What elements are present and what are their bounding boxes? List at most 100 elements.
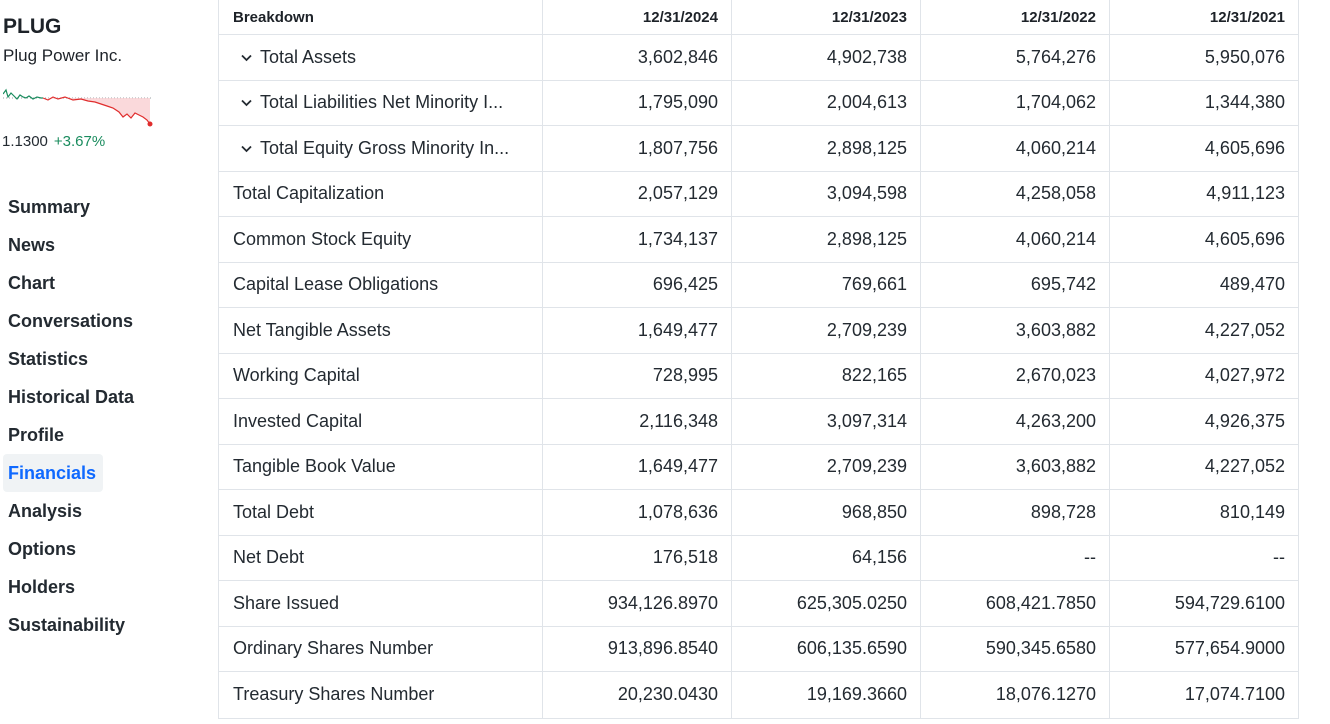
row-label: Capital Lease Obligations xyxy=(233,274,439,295)
value-cell: -- xyxy=(921,535,1110,580)
quote-row: 1.1300 +3.67% xyxy=(2,133,123,150)
row-label-cell[interactable]: Total Assets xyxy=(219,35,543,80)
nav-item-chart[interactable]: Chart xyxy=(8,272,56,293)
row-label: Total Liabilities Net Minority I... xyxy=(260,92,504,113)
nav-item-holders[interactable]: Holders xyxy=(8,576,76,597)
value-cell: 4,605,696 xyxy=(1204,137,1285,158)
row-label-cell: Tangible Book Value xyxy=(219,444,543,489)
nav-item-analysis[interactable]: Analysis xyxy=(8,500,83,521)
row-label: Total Equity Gross Minority In... xyxy=(260,137,510,158)
row-label-cell: Invested Capital xyxy=(219,399,543,444)
nav-item-news[interactable]: News xyxy=(8,234,56,255)
value-cell: 913,896.8540 xyxy=(543,626,732,671)
column-header-breakdown: Breakdown xyxy=(219,0,543,34)
value-cell: 898,728 xyxy=(921,490,1110,535)
row-label-cell: Share Issued xyxy=(219,581,543,626)
value-cell: 3,603,882 xyxy=(921,444,1110,489)
sparkline-gain-line xyxy=(3,88,43,100)
value-cell: 4,027,972 xyxy=(1204,365,1285,386)
column-header-date[interactable]: 12/31/2024 xyxy=(543,0,732,34)
nav-item-options[interactable]: Options xyxy=(8,538,76,559)
row-label-cell[interactable]: Total Equity Gross Minority In... xyxy=(219,126,543,171)
column-header-date[interactable]: 12/31/2023 xyxy=(732,0,921,34)
table-row: Tangible Book Value 1,649,477 2,709,239 3,6… xyxy=(219,444,1298,490)
value-cell: 810,149 xyxy=(1219,501,1285,522)
table-row[interactable]: Total Liabilities Net Minority I... 1,795… xyxy=(219,80,1298,126)
row-label: Working Capital xyxy=(233,365,360,386)
value-cell: 1,078,636 xyxy=(543,490,732,535)
value-cell: 1,649,477 xyxy=(543,444,732,489)
row-label: Total Assets xyxy=(260,46,357,67)
value-cell: 3,603,882 xyxy=(921,308,1110,353)
value-cell: 4,605,696 xyxy=(1204,228,1285,249)
row-label-cell: Total Debt xyxy=(219,490,543,535)
row-label-cell: Net Debt xyxy=(219,535,543,580)
nav-item-profile[interactable]: Profile xyxy=(8,424,65,445)
value-cell: 608,421.7850 xyxy=(921,581,1110,626)
value-cell: 2,898,125 xyxy=(732,217,921,262)
table-row: Net Tangible Assets 1,649,477 2,709,239 3,6… xyxy=(219,308,1298,354)
value-cell: 5,950,076 xyxy=(1204,46,1285,67)
nav-item-statistics[interactable]: Statistics xyxy=(8,348,89,369)
row-label: Share Issued xyxy=(233,592,340,613)
nav-item-sustainability[interactable]: Sustainability xyxy=(8,614,126,635)
price-sparkline[interactable] xyxy=(3,84,153,130)
moon-icon xyxy=(111,133,123,150)
balance-sheet-table: Breakdown 12/31/2024 12/31/2023 12/31/2022 1… xyxy=(218,0,1299,719)
value-cell: 4,227,052 xyxy=(1204,319,1285,340)
value-cell: 1,344,380 xyxy=(1204,92,1285,113)
table-row: Working Capital 728,995 822,165 2,670,023 4,… xyxy=(219,353,1298,399)
value-cell: 3,602,846 xyxy=(543,35,732,80)
row-label-cell: Common Stock Equity xyxy=(219,217,543,262)
table-row: Common Stock Equity 1,734,137 2,898,125 4,0… xyxy=(219,217,1298,263)
value-cell: 2,670,023 xyxy=(921,353,1110,398)
value-cell: 577,654.9000 xyxy=(1174,638,1285,659)
value-cell: 3,097,314 xyxy=(732,399,921,444)
column-header-date[interactable]: 12/31/2021 xyxy=(1209,8,1285,26)
ticker-symbol[interactable]: PLUG xyxy=(3,15,62,38)
ticker-sidebar: PLUG Plug Power Inc. 1.1300 +3.67% Summa… xyxy=(0,0,210,724)
value-cell: 4,902,738 xyxy=(732,35,921,80)
value-cell: 20,230.0430 xyxy=(543,672,732,718)
nav-item-financials[interactable]: Financials xyxy=(3,454,103,492)
value-cell: 64,156 xyxy=(732,535,921,580)
value-cell: 4,060,214 xyxy=(921,126,1110,171)
value-cell: 2,116,348 xyxy=(543,399,732,444)
nav-item-conversations[interactable]: Conversations xyxy=(8,310,134,331)
sparkline-endpoint xyxy=(147,121,153,127)
value-cell: 728,995 xyxy=(543,353,732,398)
value-cell: 4,258,058 xyxy=(921,171,1110,216)
value-cell: -- xyxy=(1273,547,1285,568)
value-cell: 695,742 xyxy=(921,262,1110,307)
chevron-down-icon[interactable] xyxy=(237,95,255,110)
table-header-row: Breakdown 12/31/2024 12/31/2023 12/31/2022 1… xyxy=(219,0,1298,35)
value-cell: 489,470 xyxy=(1219,274,1285,295)
value-cell: 19,169.3660 xyxy=(732,672,921,718)
row-label: Net Tangible Assets xyxy=(233,319,391,340)
company-name: Plug Power Inc. xyxy=(3,46,123,65)
table-row: Invested Capital 2,116,348 3,097,314 4,263,… xyxy=(219,399,1298,445)
table-row: Capital Lease Obligations 696,425 769,661 6… xyxy=(219,262,1298,308)
chevron-down-icon[interactable] xyxy=(237,141,255,156)
value-cell: 1,704,062 xyxy=(921,80,1110,125)
nav-item-summary[interactable]: Summary xyxy=(8,196,91,217)
value-cell: 590,345.6580 xyxy=(921,626,1110,671)
price-change: +3.67% xyxy=(53,133,106,150)
value-cell: 2,709,239 xyxy=(732,308,921,353)
value-cell: 17,074.7100 xyxy=(1184,684,1285,705)
table-row: Ordinary Shares Number 913,896.8540 606,13… xyxy=(219,626,1298,672)
value-cell: 625,305.0250 xyxy=(732,581,921,626)
value-cell: 696,425 xyxy=(543,262,732,307)
value-cell: 176,518 xyxy=(543,535,732,580)
nav-item-historical-data[interactable]: Historical Data xyxy=(8,386,135,407)
row-label-cell[interactable]: Total Liabilities Net Minority I... xyxy=(219,80,543,125)
value-cell: 1,795,090 xyxy=(543,80,732,125)
table-row[interactable]: Total Equity Gross Minority In... 1,807,7… xyxy=(219,126,1298,172)
column-header-date[interactable]: 12/31/2022 xyxy=(921,0,1110,34)
table-row[interactable]: Total Assets 3,602,846 4,902,738 5,764,276 5… xyxy=(219,35,1298,81)
row-label-cell: Total Capitalization xyxy=(219,171,543,216)
value-cell: 4,227,052 xyxy=(1204,456,1285,477)
value-cell: 606,135.6590 xyxy=(732,626,921,671)
table-row: Treasury Shares Number 20,230.0430 19,169.… xyxy=(219,672,1298,718)
chevron-down-icon[interactable] xyxy=(237,50,255,65)
